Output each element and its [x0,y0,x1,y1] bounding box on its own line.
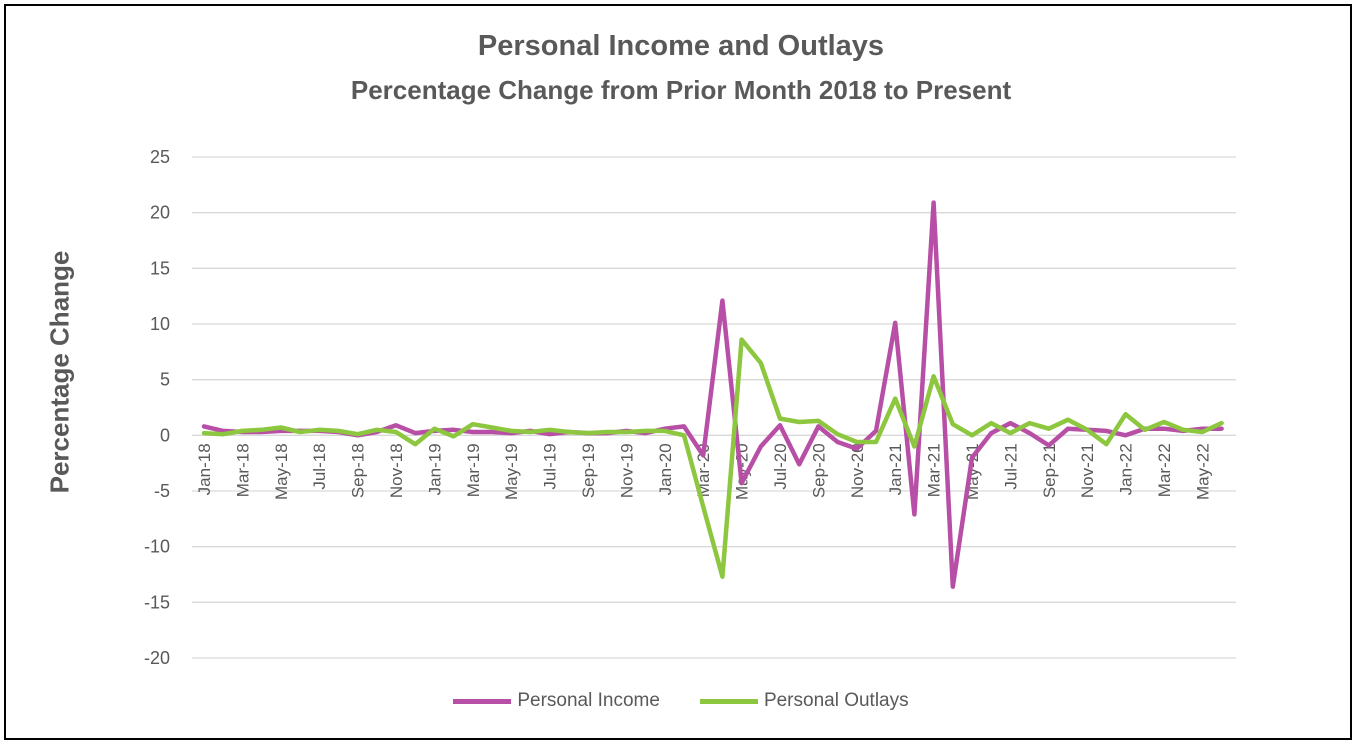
y-tick-label: -5 [154,481,170,501]
x-tick-label: Sep-18 [349,443,368,498]
x-tick-label: Sep-21 [1040,443,1059,498]
x-tick-label: Jul-18 [310,443,329,489]
legend-item-personal-outlays: Personal Outlays [699,690,909,712]
x-tick-label: Mar-18 [233,443,252,497]
legend: Personal Income Personal Outlays [0,690,1362,712]
x-tick-label: Jan-19 [425,443,444,495]
x-tick-label: Sep-20 [809,443,828,498]
x-tick-label: Nov-20 [848,443,867,498]
legend-swatch-personal-income [453,698,512,704]
legend-label-personal-income: Personal Income [517,690,660,711]
x-tick-label: Jul-20 [771,443,790,489]
y-tick-label: 15 [150,258,170,278]
legend-swatch-personal-outlays [699,698,758,704]
y-tick-label: 10 [150,314,170,334]
x-tick-label: Mar-19 [464,443,483,497]
y-tick-label: -20 [144,648,170,668]
x-tick-label: Jul-19 [541,443,560,489]
y-tick-label: 20 [150,203,170,223]
x-tick-label: Mar-21 [925,443,944,497]
y-tick-label: 5 [160,370,170,390]
x-tick-label: Jan-21 [886,443,905,495]
legend-item-personal-income: Personal Income [453,690,660,712]
x-tick-label: Nov-18 [387,443,406,498]
x-tick-label: Sep-19 [579,443,598,498]
y-tick-label: 25 [150,147,170,167]
x-tick-label: May-22 [1193,443,1212,500]
series-line-personal-income [201,200,1224,589]
legend-label-personal-outlays: Personal Outlays [763,690,909,711]
y-tick-label: -15 [144,592,170,612]
chart-title: Personal Income and Outlays [477,30,885,62]
y-tick-label: 0 [160,425,170,445]
x-tick-label: Jul-21 [1001,443,1020,489]
x-tick-label: Mar-22 [1155,443,1174,497]
x-tick-label: Jan-20 [656,443,675,495]
chart-subtitle: Percentage Change from Prior Month 2018 … [350,75,1012,105]
x-tick-label: May-18 [272,443,291,500]
x-tick-label: Nov-21 [1078,443,1097,498]
x-tick-label: Nov-19 [617,443,636,498]
x-tick-label: Jan-18 [195,443,214,495]
series-line-personal-outlays [201,337,1224,579]
x-tick-label: Jan-22 [1117,443,1136,495]
y-tick-label: -10 [144,537,170,557]
chart-frame [4,4,1352,740]
x-tick-label: May-19 [502,443,521,500]
